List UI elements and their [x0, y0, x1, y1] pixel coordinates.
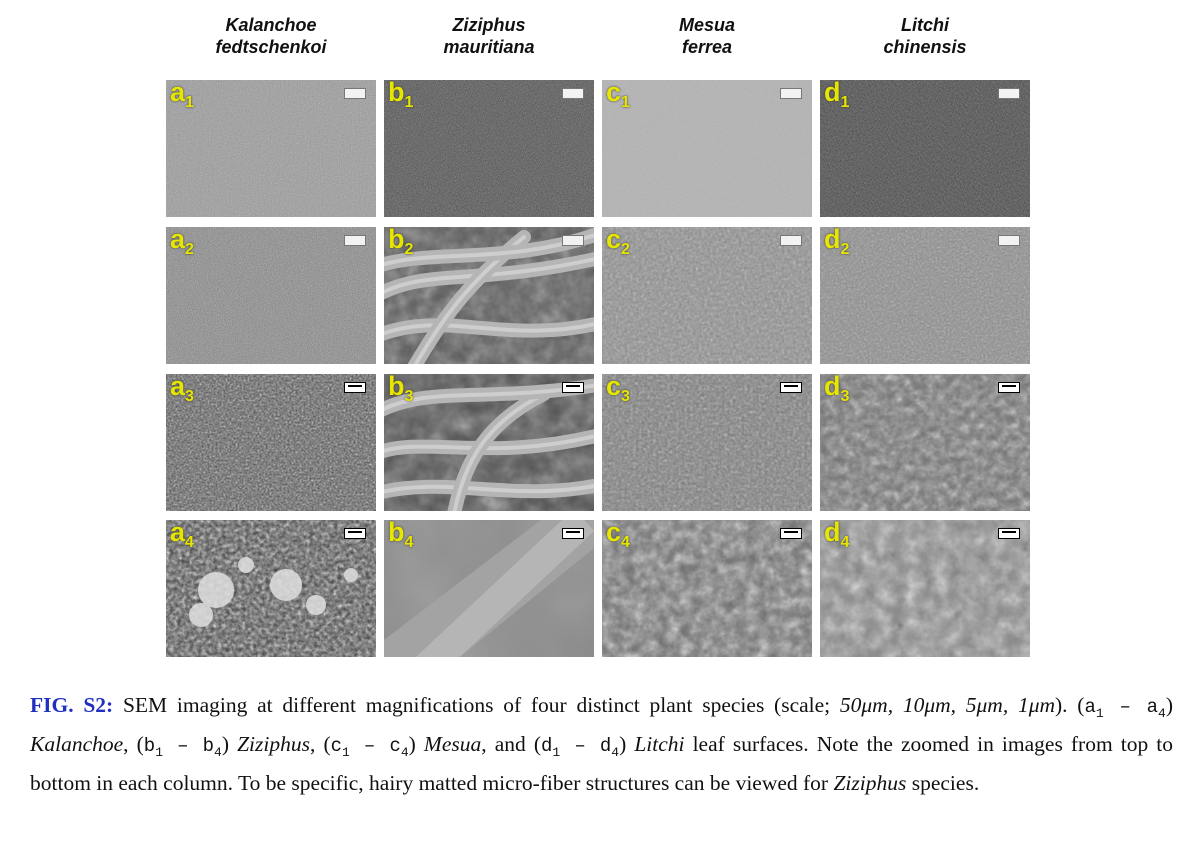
panel-label: d2	[824, 227, 849, 266]
sem-panel-d4: d4	[820, 520, 1030, 657]
scale-list: 50μm, 10μm, 5μm, 1μm	[840, 693, 1055, 717]
panel-label: b2	[388, 227, 413, 266]
scale-bar	[344, 235, 366, 246]
sem-panel-c1: c1	[602, 80, 812, 217]
sem-panel-a3: a3	[166, 374, 376, 511]
figure-caption: FIG. S2: SEM imaging at different magnif…	[30, 690, 1173, 799]
sem-panel-c3: c3	[602, 374, 812, 511]
panel-label: c2	[606, 227, 630, 266]
panel-label: c1	[606, 80, 630, 119]
scale-bar	[344, 382, 366, 393]
panel-label: a1	[170, 80, 194, 119]
scale-bar	[998, 235, 1020, 246]
panel-label: b1	[388, 80, 413, 119]
column-header-mesua: Mesua ferrea	[602, 14, 812, 58]
sem-panel-b3: b3	[384, 374, 594, 511]
scale-bar	[780, 88, 802, 99]
scale-bar	[562, 382, 584, 393]
scale-bar	[780, 235, 802, 246]
sem-panel-a2: a2	[166, 227, 376, 364]
panel-label: b3	[388, 374, 413, 413]
scale-bar	[562, 88, 584, 99]
sem-panel-c4: c4	[602, 520, 812, 657]
sem-panel-b4: b4	[384, 520, 594, 657]
panel-label: a2	[170, 227, 194, 266]
sem-figure: Kalanchoe fedtschenkoi Ziziphus mauritiana…	[166, 14, 1042, 666]
panel-label: b4	[388, 520, 413, 559]
range-d: d1 – d4	[541, 735, 619, 757]
sem-panel-d1: d1	[820, 80, 1030, 217]
panel-label: d3	[824, 374, 849, 413]
scale-bar	[344, 528, 366, 539]
scale-bar	[780, 382, 802, 393]
panel-label: c3	[606, 374, 630, 413]
column-header-kalanchoe: Kalanchoe fedtschenkoi	[166, 14, 376, 58]
scale-bar	[562, 528, 584, 539]
panel-label: d4	[824, 520, 849, 559]
sem-panel-d3: d3	[820, 374, 1030, 511]
column-header-ziziphus: Ziziphus mauritiana	[384, 14, 594, 58]
sem-panel-a1: a1	[166, 80, 376, 217]
scale-bar	[998, 528, 1020, 539]
range-a: a1 – a4	[1084, 696, 1165, 718]
scale-bar	[344, 88, 366, 99]
scale-bar	[562, 235, 584, 246]
sem-panel-a4: a4	[166, 520, 376, 657]
sem-panel-b2: b2	[384, 227, 594, 364]
sem-panel-d2: d2	[820, 227, 1030, 364]
panel-label: d1	[824, 80, 849, 119]
range-c: c1 – c4	[331, 735, 409, 757]
figure-label: FIG. S2:	[30, 693, 113, 717]
sem-panel-b1: b1	[384, 80, 594, 217]
range-b: b1 – b4	[144, 735, 222, 757]
scale-bar	[998, 88, 1020, 99]
scale-bar	[780, 528, 802, 539]
column-header-litchi: Litchi chinensis	[820, 14, 1030, 58]
sem-panel-c2: c2	[602, 227, 812, 364]
scale-bar	[998, 382, 1020, 393]
panel-label: a3	[170, 374, 194, 413]
panel-label: c4	[606, 520, 630, 559]
panel-label: a4	[170, 520, 194, 559]
